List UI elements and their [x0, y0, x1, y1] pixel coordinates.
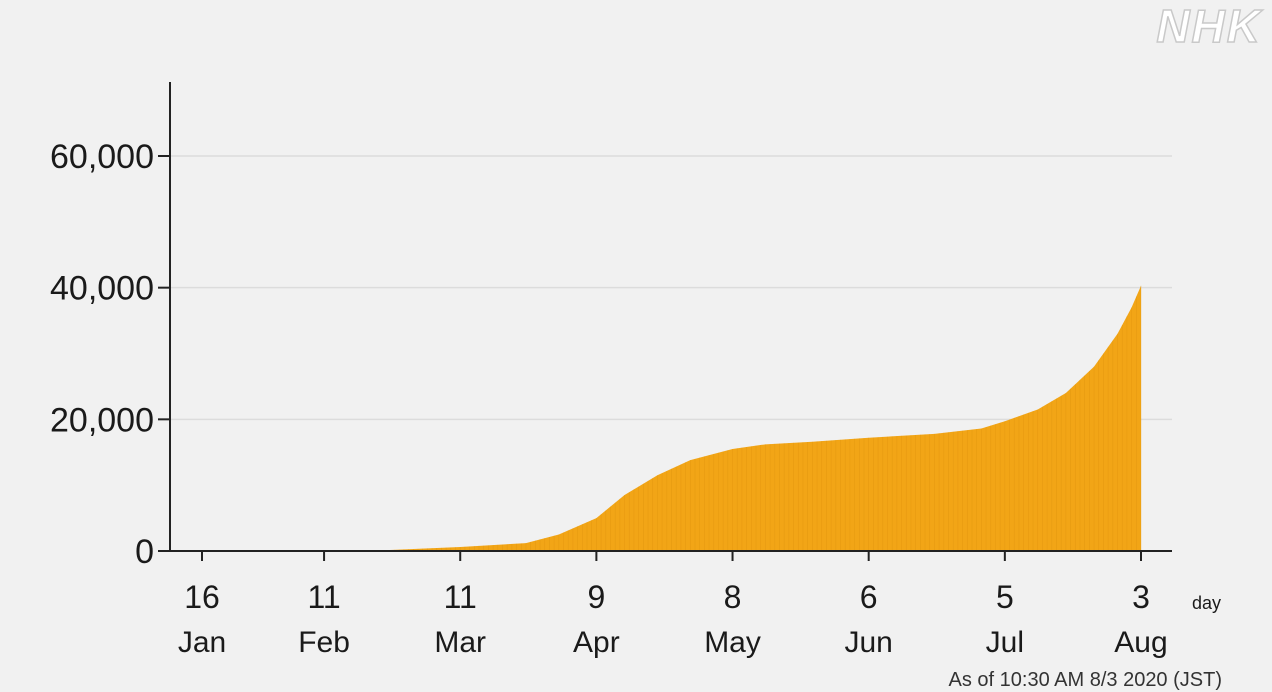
x-tick-month-label: Jul	[986, 626, 1024, 659]
x-tick-day-label: 11	[307, 579, 340, 615]
y-tick-label: 40,000	[50, 270, 154, 308]
y-tick-label: 0	[135, 533, 154, 571]
x-tick-day-label: 9	[587, 579, 605, 615]
x-tick-month-label: Mar	[434, 626, 486, 659]
nhk-logo-watermark: NHK	[1156, 0, 1262, 52]
tick-labels: 0 20,000 40,000 60,000 16 Jan 11 Feb 11 Mar 9 Apr 8 M…	[50, 138, 1168, 659]
grid-lines	[170, 155, 1172, 421]
x-tick-day-label: 11	[444, 579, 477, 615]
x-axis-unit-label: day	[1192, 593, 1221, 613]
axes	[158, 82, 1172, 561]
x-tick-month-label: Apr	[573, 626, 620, 659]
y-tick-label: 20,000	[50, 401, 154, 439]
x-tick-day-label: 3	[1132, 579, 1150, 615]
data-timestamp: As of 10:30 AM 8/3 2020 (JST)	[949, 669, 1222, 691]
plot-area	[202, 285, 1142, 551]
y-tick-label: 60,000	[50, 138, 154, 176]
x-tick-day-label: 8	[724, 579, 742, 615]
cumulative-cases-area	[202, 285, 1141, 551]
x-tick-month-label: Feb	[298, 626, 350, 659]
x-tick-day-label: 5	[996, 579, 1014, 615]
x-tick-day-label: 6	[860, 579, 878, 615]
x-tick-month-label: Jun	[845, 626, 893, 659]
x-tick-month-label: May	[704, 626, 761, 659]
x-tick-month-label: Aug	[1114, 626, 1167, 659]
x-tick-month-label: Jan	[178, 626, 226, 659]
x-tick-day-label: 16	[184, 579, 220, 615]
daily-bar-hatching	[370, 285, 1142, 551]
